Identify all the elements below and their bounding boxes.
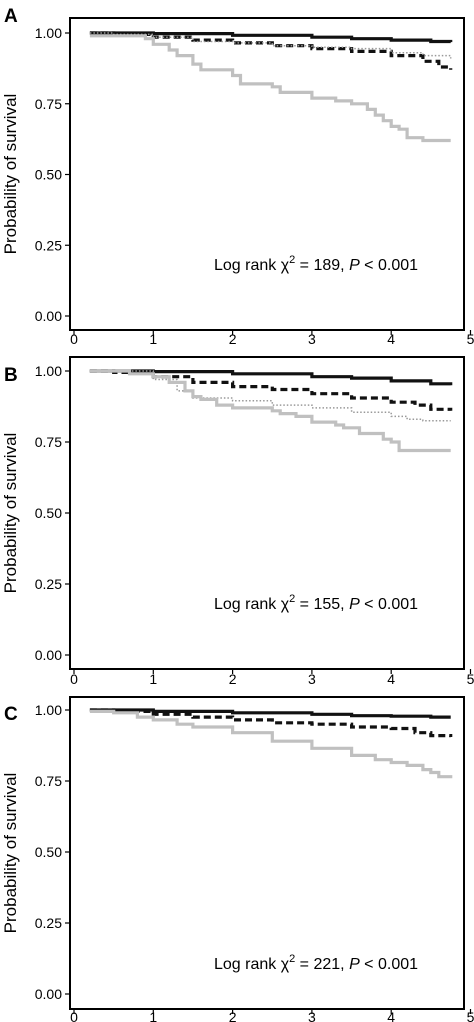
panel-c: C Probability of survival 0.00 0.25 0.50 0.75… [1, 696, 474, 1022]
panel-b: B Probability of survival 0.00 0.25 0.50 0.75… [1, 356, 474, 687]
x-tick-label: 3 [308, 671, 316, 687]
panel-letter: A [4, 6, 18, 27]
y-tick-label: 0.00 [35, 986, 62, 1002]
y-tick-label: 0.00 [35, 308, 62, 324]
x-tick-label: 5 [467, 671, 474, 687]
survival-curve-solid-black [89, 708, 451, 719]
x-tick-label: 1 [149, 331, 157, 347]
survival-curve-dotted-gray [89, 370, 451, 422]
survival-curve-solid-gray [89, 34, 451, 143]
log-rank-annotation: Log rank χ2 = 155, P < 0.001 [214, 593, 418, 613]
x-tick-label: 1 [149, 1009, 157, 1022]
x-tick-label: 2 [229, 1009, 237, 1022]
x-tick-label: 5 [467, 331, 474, 347]
survival-curve-solid-gray [89, 369, 451, 453]
survival-curve-dashed-black [89, 708, 453, 738]
y-tick-label: 0.25 [35, 915, 62, 931]
x-tick-label: 2 [229, 671, 237, 687]
x-tick-label: 0 [70, 1009, 78, 1022]
y-tick-label: 1.00 [35, 702, 62, 718]
panel-letter: C [4, 704, 18, 725]
y-tick-label: 0.25 [35, 576, 62, 592]
y-tick-label: 1.00 [35, 363, 62, 379]
survival-curve-solid-gray [89, 709, 453, 779]
x-tick-label: 0 [70, 671, 78, 687]
x-tick-label: 4 [387, 671, 395, 687]
y-tick-label: 0.50 [35, 505, 62, 521]
y-tick-label: 0.00 [35, 647, 62, 663]
survival-curve-dashed-black [89, 369, 453, 411]
y-axis-label: Probability of survival [1, 433, 20, 594]
plot-frame [69, 696, 465, 1010]
survival-curve-solid-black [89, 31, 453, 44]
x-tick-label: 4 [387, 331, 395, 347]
y-tick-label: 0.50 [35, 844, 62, 860]
log-rank-annotation: Log rank χ2 = 221, P < 0.001 [214, 953, 418, 973]
x-tick-label: 4 [387, 1009, 395, 1022]
log-rank-annotation: Log rank χ2 = 189, P < 0.001 [214, 254, 418, 274]
y-tick-label: 0.50 [35, 167, 62, 183]
y-tick-label: 0.75 [35, 773, 62, 789]
x-tick-label: 3 [308, 331, 316, 347]
x-tick-label: 3 [308, 1009, 316, 1022]
y-tick-label: 0.25 [35, 237, 62, 253]
y-tick-label: 1.00 [35, 25, 62, 41]
y-axis-label: Probability of survival [1, 773, 20, 934]
x-tick-label: 0 [70, 331, 78, 347]
plot-frame [69, 17, 465, 331]
panel-letter: B [4, 365, 18, 386]
x-tick-label: 1 [149, 671, 157, 687]
x-tick-label: 2 [229, 331, 237, 347]
y-axis-label: Probability of survival [1, 94, 20, 255]
x-tick-label: 5 [467, 1009, 474, 1022]
panel-a: A Probability of survival 0.00 0.25 0.50 0.75… [1, 6, 474, 347]
y-tick-label: 0.75 [35, 434, 62, 450]
survival-curve-solid-black [89, 369, 453, 386]
y-tick-label: 0.75 [35, 96, 62, 112]
